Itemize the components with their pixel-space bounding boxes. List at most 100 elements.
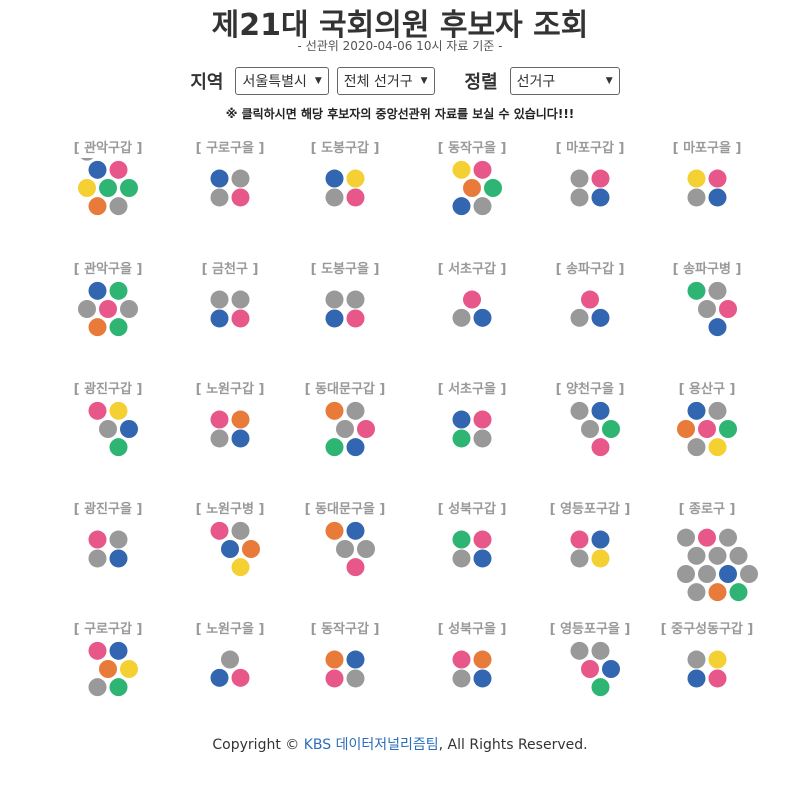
candidate-dot[interactable] [687,401,706,420]
candidate-dot[interactable] [325,438,344,457]
candidate-dot[interactable] [677,528,695,547]
candidate-dot[interactable] [88,401,107,420]
candidate-dot[interactable] [591,678,610,697]
candidate-dot[interactable] [473,669,492,688]
candidate-dot[interactable] [698,565,716,583]
candidate-dot[interactable] [120,660,138,678]
candidate-dot[interactable] [221,650,239,669]
candidate-dot[interactable] [687,546,706,565]
candidate-dot[interactable] [88,641,107,660]
candidate-dot[interactable] [473,160,492,179]
candidate-dot[interactable] [120,300,138,318]
candidate-dot[interactable] [210,410,229,429]
candidate-dot[interactable] [231,410,250,429]
candidate-dot[interactable] [484,179,502,197]
candidate-dot[interactable] [463,290,481,309]
candidate-dot[interactable] [120,179,138,197]
candidate-dot[interactable] [346,169,365,188]
candidate-dot[interactable] [698,420,716,438]
candidate-dot[interactable] [719,565,737,583]
candidate-dot[interactable] [708,669,727,688]
footer-link[interactable]: KBS 데이터저널리즘팀 [303,737,439,753]
candidate-dot[interactable] [99,420,117,438]
candidate-dot[interactable] [88,160,107,179]
candidate-dot[interactable] [210,290,229,309]
candidate-dot[interactable] [602,420,620,438]
candidate-dot[interactable] [231,188,250,207]
candidate-dot[interactable] [463,179,481,197]
candidate-dot[interactable] [570,308,589,327]
candidate-dot[interactable] [346,188,365,207]
district-select[interactable]: 전체 선거구 ▼ [336,67,435,95]
candidate-dot[interactable] [210,169,229,188]
candidate-dot[interactable] [242,540,260,558]
candidate-dot[interactable] [591,188,610,207]
candidate-dot[interactable] [78,158,96,161]
candidate-dot[interactable] [677,420,695,438]
candidate-dot[interactable] [210,521,229,540]
sort-select[interactable]: 선거구 ▼ [509,67,620,95]
candidate-dot[interactable] [99,300,117,318]
candidate-dot[interactable] [581,290,599,309]
candidate-dot[interactable] [452,308,471,327]
candidate-dot[interactable] [231,290,250,309]
candidate-dot[interactable] [88,678,107,697]
candidate-dot[interactable] [120,420,138,438]
candidate-dot[interactable] [708,169,727,188]
candidate-dot[interactable] [591,549,610,568]
candidate-dot[interactable] [687,438,706,457]
candidate-dot[interactable] [336,540,354,558]
candidate-dot[interactable] [452,410,471,429]
candidate-dot[interactable] [346,558,365,577]
candidate-dot[interactable] [325,401,344,420]
candidate-dot[interactable] [357,420,375,438]
candidate-dot[interactable] [570,549,589,568]
candidate-dot[interactable] [231,169,250,188]
candidate-dot[interactable] [109,641,128,660]
candidate-dot[interactable] [88,197,107,216]
candidate-dot[interactable] [591,308,610,327]
candidate-dot[interactable] [109,530,128,549]
candidate-dot[interactable] [99,660,117,678]
candidate-dot[interactable] [570,169,589,188]
candidate-dot[interactable] [473,530,492,549]
candidate-dot[interactable] [325,188,344,207]
candidate-dot[interactable] [602,660,620,678]
candidate-dot[interactable] [591,438,610,457]
candidate-dot[interactable] [473,197,492,216]
candidate-dot[interactable] [708,281,727,300]
candidate-dot[interactable] [729,583,748,602]
candidate-dot[interactable] [581,660,599,678]
candidate-dot[interactable] [452,669,471,688]
candidate-dot[interactable] [687,169,706,188]
candidate-dot[interactable] [708,188,727,207]
candidate-dot[interactable] [708,546,727,565]
candidate-dot[interactable] [591,169,610,188]
region-select[interactable]: 서울특별시 ▼ [235,67,329,95]
candidate-dot[interactable] [708,438,727,457]
candidate-dot[interactable] [325,669,344,688]
candidate-dot[interactable] [719,420,737,438]
candidate-dot[interactable] [729,546,748,565]
candidate-dot[interactable] [452,549,471,568]
candidate-dot[interactable] [336,420,354,438]
candidate-dot[interactable] [109,438,128,457]
candidate-dot[interactable] [591,530,610,549]
candidate-dot[interactable] [357,540,375,558]
candidate-dot[interactable] [687,188,706,207]
candidate-dot[interactable] [452,197,471,216]
candidate-dot[interactable] [473,308,492,327]
candidate-dot[interactable] [708,318,727,337]
candidate-dot[interactable] [210,429,229,448]
candidate-dot[interactable] [719,300,737,318]
candidate-dot[interactable] [687,281,706,300]
candidate-dot[interactable] [88,530,107,549]
candidate-dot[interactable] [346,650,365,669]
candidate-dot[interactable] [88,549,107,568]
candidate-dot[interactable] [346,290,365,309]
candidate-dot[interactable] [109,401,128,420]
candidate-dot[interactable] [687,583,706,602]
candidate-dot[interactable] [231,521,250,540]
candidate-dot[interactable] [325,290,344,309]
candidate-dot[interactable] [78,300,96,318]
